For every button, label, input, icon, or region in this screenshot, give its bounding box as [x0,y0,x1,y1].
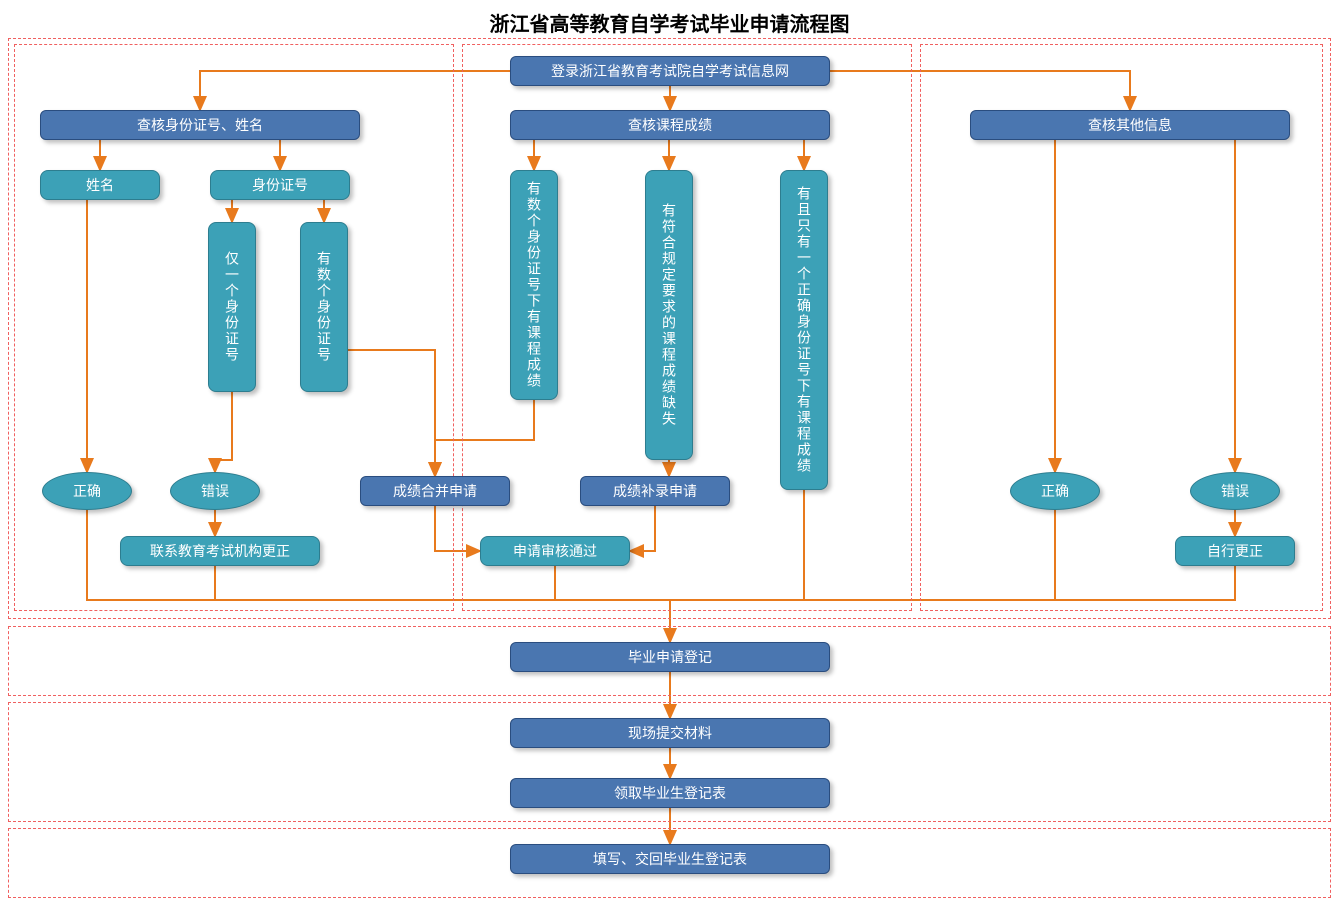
node-label: 查核课程成绩 [628,115,712,135]
node-merge: 成绩合并申请 [360,476,510,506]
node-label: 有数个身份证号下有课程成绩 [524,181,544,389]
node-label: 查核身份证号、姓名 [137,115,263,135]
node-label: 正确 [1041,481,1069,501]
node-missing-course: 有符合规定要求的课程成绩缺失 [645,170,693,460]
node-label: 领取毕业生登记表 [614,783,726,803]
node-label: 成绩合并申请 [393,481,477,501]
node-only-one-course: 有且只有一个正确身份证号下有课程成绩 [780,170,828,490]
node-idno: 身份证号 [210,170,350,200]
node-name: 姓名 [40,170,160,200]
node-apply: 毕业申请登记 [510,642,830,672]
node-fill: 填写、交回毕业生登记表 [510,844,830,874]
node-multi-id: 有数个身份证号 [300,222,348,392]
node-label: 有数个身份证号 [314,251,334,363]
node-check-other: 查核其他信息 [970,110,1290,140]
node-label: 自行更正 [1207,541,1263,561]
node-check-id: 查核身份证号、姓名 [40,110,360,140]
node-check-course: 查核课程成绩 [510,110,830,140]
node-approve: 申请审核通过 [480,536,630,566]
node-label: 毕业申请登记 [628,647,712,667]
node-receive: 领取毕业生登记表 [510,778,830,808]
node-label: 身份证号 [252,175,308,195]
node-label: 错误 [201,481,229,501]
node-buru: 成绩补录申请 [580,476,730,506]
node-label: 填写、交回毕业生登记表 [593,849,747,869]
node-label: 查核其他信息 [1088,115,1172,135]
node-label: 姓名 [86,175,114,195]
node-label: 登录浙江省教育考试院自学考试信息网 [551,61,789,81]
node-label: 有且只有一个正确身份证号下有课程成绩 [794,186,814,474]
node-self-fix: 自行更正 [1175,536,1295,566]
node-onsite: 现场提交材料 [510,718,830,748]
node-multi-id-course: 有数个身份证号下有课程成绩 [510,170,558,400]
node-correct-l: 正确 [42,472,132,510]
node-correct-r: 正确 [1010,472,1100,510]
node-label: 联系教育考试机构更正 [150,541,290,561]
node-label: 申请审核通过 [513,541,597,561]
node-label: 正确 [73,481,101,501]
node-contact: 联系教育考试机构更正 [120,536,320,566]
node-label: 成绩补录申请 [613,481,697,501]
node-label: 现场提交材料 [628,723,712,743]
node-label: 错误 [1221,481,1249,501]
node-login: 登录浙江省教育考试院自学考试信息网 [510,56,830,86]
node-wrong-l: 错误 [170,472,260,510]
node-one-id: 仅一个身份证号 [208,222,256,392]
node-wrong-r: 错误 [1190,472,1280,510]
node-label: 有符合规定要求的课程成绩缺失 [659,203,679,427]
node-label: 仅一个身份证号 [222,251,242,363]
